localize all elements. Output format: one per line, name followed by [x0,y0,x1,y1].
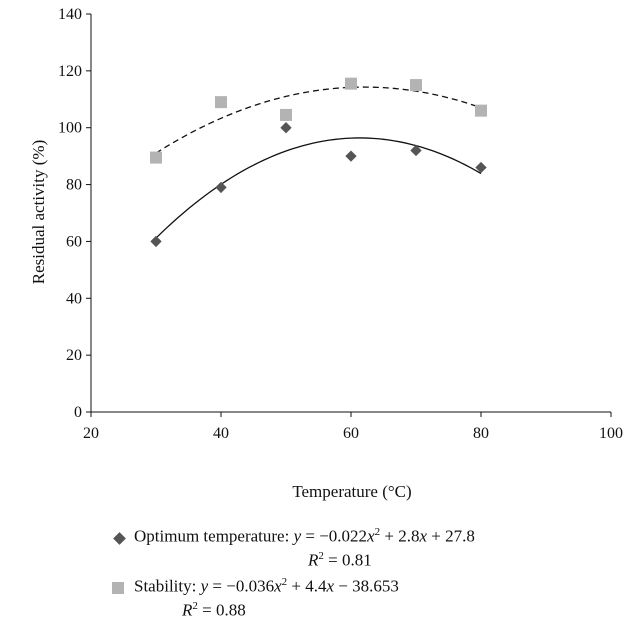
data-point-optimum [345,150,357,162]
y-tick-label: 0 [74,404,82,421]
y-tick-label: 20 [66,347,82,364]
y-tick-label: 80 [66,177,82,194]
x-tick-label: 60 [343,425,359,442]
legend-stability-r2: R2 = 0.88 [182,600,246,620]
data-point-optimum [280,122,292,134]
data-point-stability [410,79,422,92]
trendline-stability [155,86,482,154]
legend-optimum-equation: Optimum temperature: y = −0.022x2 + 2.8x… [134,526,475,546]
data-point-optimum [410,144,422,157]
y-tick-label: 140 [58,6,82,23]
x-tick-label: 40 [213,425,229,442]
data-point-optimum [150,235,162,248]
data-point-stability [150,151,162,164]
legend-optimum-r2: R2 = 0.81 [308,550,372,570]
trendline-optimum [155,137,482,239]
x-axis-title: Temperature (°C) [292,482,411,501]
legend: Optimum temperature: y = −0.022x2 + 2.8x… [112,526,632,626]
data-point-stability [475,104,487,117]
legend-entry-stability: Stability: y = −0.036x2 + 4.4x − 38.653 … [112,576,632,626]
legend-entry-optimum: Optimum temperature: y = −0.022x2 + 2.8x… [112,526,632,576]
y-tick-label: 60 [66,233,82,250]
data-point-optimum [475,161,487,174]
legend-stability-equation: Stability: y = −0.036x2 + 4.4x − 38.653 [134,576,399,596]
y-tick-label: 40 [66,290,82,307]
square-marker-icon [112,582,124,594]
data-points [150,77,487,248]
diamond-marker-icon [113,532,126,545]
data-point-stability [215,96,227,109]
y-tick-label: 120 [58,63,82,80]
data-point-stability [345,77,357,90]
data-point-stability [280,108,292,121]
data-point-optimum [215,181,227,194]
x-tick-label: 80 [473,425,489,442]
x-tick-label: 20 [83,425,99,442]
y-axis-title: Residual activity (%) [29,140,48,284]
x-tick-label: 100 [599,425,623,442]
trendlines [155,86,482,239]
y-tick-label: 100 [58,120,82,137]
